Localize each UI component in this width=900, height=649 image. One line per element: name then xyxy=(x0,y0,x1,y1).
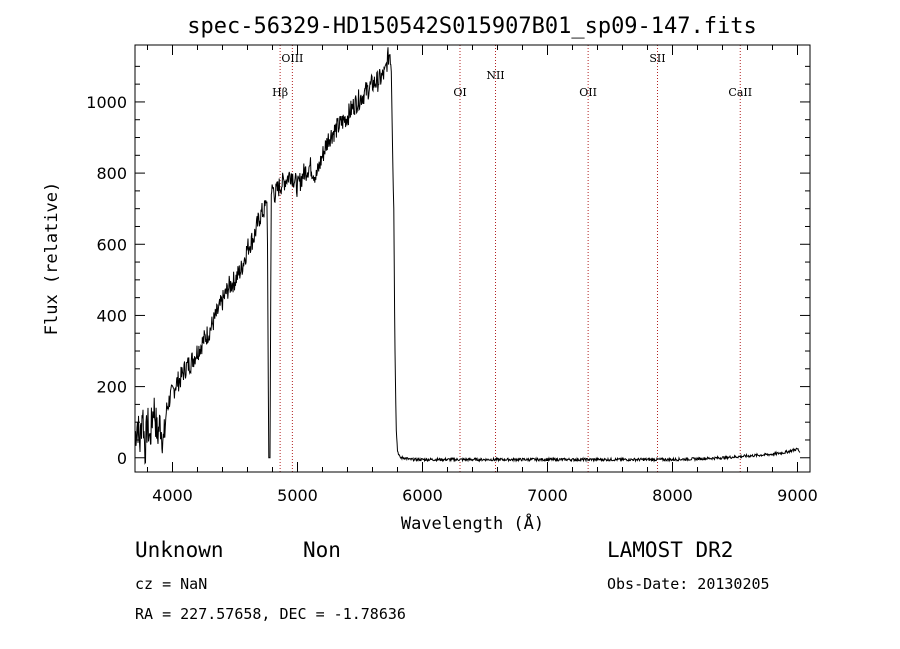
coordinates-text: RA = 227.57658, DEC = -1.78636 xyxy=(135,605,406,623)
x-tick-label: 6000 xyxy=(402,486,443,505)
redshift-text: cz = NaN xyxy=(135,575,208,593)
spectrum-line xyxy=(135,47,801,465)
x-tick-label: 9000 xyxy=(777,486,818,505)
x-tick-label: 8000 xyxy=(652,486,693,505)
x-tick-label: 7000 xyxy=(527,486,568,505)
x-tick-label: 4000 xyxy=(152,486,193,505)
obs-date-text: Obs-Date: 20130205 xyxy=(607,575,770,593)
object-subclass: Non xyxy=(303,538,341,562)
y-tick-label: 1000 xyxy=(86,93,127,112)
survey-label: LAMOST DR2 xyxy=(607,538,734,562)
object-class: Unknown xyxy=(135,538,224,562)
emission-line-label: OI xyxy=(453,86,466,99)
emission-line-label: NII xyxy=(486,69,504,82)
x-tick-label: 5000 xyxy=(277,486,318,505)
emission-line-label: Hβ xyxy=(272,86,288,99)
y-tick-label: 0 xyxy=(117,449,127,468)
chart-title: spec-56329-HD150542S015907B01_sp09-147.f… xyxy=(187,14,757,39)
y-axis-label: Flux (relative) xyxy=(42,182,62,336)
emission-line-label: CaII xyxy=(728,86,752,99)
plot-frame xyxy=(134,44,811,473)
emission-line-label: OII xyxy=(579,86,597,99)
emission-line-label: SII xyxy=(649,52,665,65)
emission-line-label: OIII xyxy=(281,52,303,65)
y-tick-label: 400 xyxy=(96,306,127,325)
y-tick-label: 800 xyxy=(96,164,127,183)
x-axis-label: Wavelength (Å) xyxy=(401,512,544,534)
y-tick-label: 600 xyxy=(96,235,127,254)
y-tick-label: 200 xyxy=(96,378,127,397)
